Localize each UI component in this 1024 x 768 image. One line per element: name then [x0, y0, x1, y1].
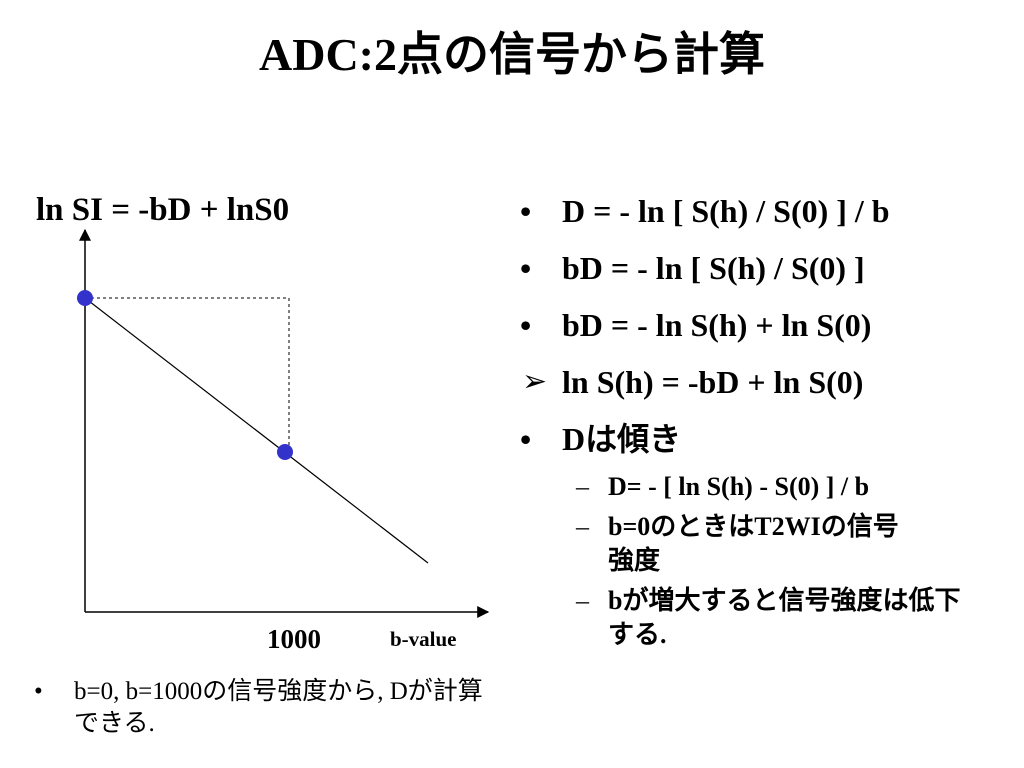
dash-marker: – [576, 586, 589, 615]
dash-marker: – [576, 512, 589, 541]
list-item-text: D = - ln [ S(h) / S(0) ] / b [562, 193, 890, 229]
equation-heading: ln SI = -bD + lnS0 [36, 192, 290, 228]
list-item-4: ➢ ln S(h) = -bD + ln S(0) [520, 363, 1010, 401]
list-item-text: bD = - ln [ S(h) / S(0) ] [562, 250, 865, 286]
bottom-note-text: b=0, b=1000の信号強度から, Dが計算できる. [74, 678, 483, 737]
decay-line [84, 297, 429, 564]
bullet-marker: • [520, 250, 532, 286]
list-item-text: bD = - ln S(h) + ln S(0) [562, 307, 872, 343]
point-b0 [77, 290, 93, 306]
x-axis-label: b-value [390, 627, 457, 651]
list-item-text: ln S(h) = -bD + ln S(0) [562, 364, 864, 400]
bullet-marker: • [34, 678, 43, 705]
right-bullet-list: • D = - ln [ S(h) / S(0) ] / b • bD = - … [520, 192, 1010, 658]
arrow-bullet-icon: ➢ [522, 364, 548, 399]
sub-item-2: – b=0のときはT2WIの信号強度 [576, 510, 908, 578]
bullet-marker: • [520, 193, 532, 229]
sub-item-text: b=0のときはT2WIの信号強度 [608, 512, 899, 575]
point-b1000 [277, 444, 293, 460]
list-item-3: • bD = - ln S(h) + ln S(0) [520, 306, 1010, 344]
bullet-marker: • [520, 421, 532, 457]
x-tick-1000: 1000 [267, 624, 321, 654]
list-item-1: • D = - ln [ S(h) / S(0) ] / b [520, 192, 1010, 230]
guide-dashed-line [85, 297, 290, 452]
list-item-text: Dは傾き [562, 421, 682, 457]
slide-title: ADC:2点の信号から計算 [259, 29, 765, 80]
list-item-5: • Dは傾き [520, 420, 1010, 458]
sub-item-text: D= - [ ln S(h) - S(0) ] / b [608, 472, 870, 501]
bullet-marker: • [520, 307, 532, 343]
sub-item-text: bが増大すると信号強度は低下する. [608, 586, 961, 649]
sub-item-3: – bが増大すると信号強度は低下する. [576, 584, 968, 652]
list-item-2: • bD = - ln [ S(h) / S(0) ] [520, 249, 1010, 287]
bottom-note: • b=0, b=1000の信号強度から, Dが計算できる. [34, 676, 504, 740]
sub-item-1: – D= - [ ln S(h) - S(0) ] / b [576, 470, 1010, 504]
dash-marker: – [576, 472, 589, 501]
